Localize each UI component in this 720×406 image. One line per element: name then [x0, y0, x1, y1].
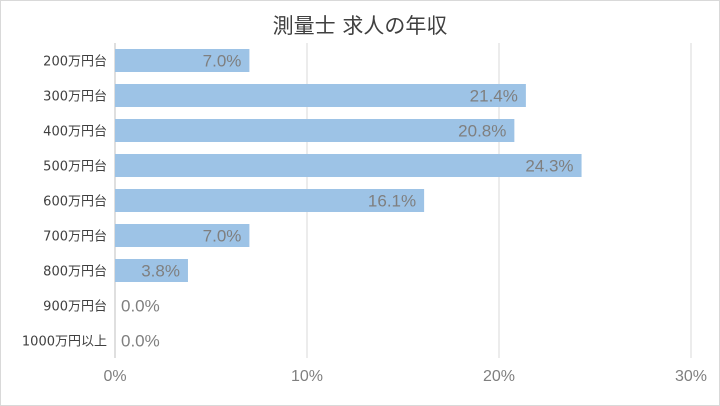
x-tick-label: 20%	[483, 368, 515, 385]
category-label: 700万円台	[43, 230, 107, 245]
data-label: 24.3%	[525, 157, 573, 176]
category-label: 400万円台	[43, 125, 107, 140]
data-labels: 7.0% 21.4% 20.8% 24.3% 16.1% 7.0% 3.8% 0.0% 0.0%	[121, 52, 574, 351]
bar	[115, 119, 515, 142]
category-label: 600万円台	[43, 195, 107, 210]
chart-title: 測量士 求人の年収	[272, 14, 448, 38]
category-label: 900万円台	[43, 300, 107, 315]
x-axis-ticks: 0% 10% 20% 30%	[103, 368, 707, 385]
category-label: 1000万円以上	[22, 335, 107, 350]
data-label: 0.0%	[121, 332, 160, 351]
data-label: 21.4%	[470, 87, 518, 106]
x-tick-label: 10%	[291, 368, 323, 385]
bar	[115, 189, 425, 212]
bar	[115, 154, 582, 177]
data-label: 20.8%	[458, 122, 506, 141]
data-label: 0.0%	[121, 297, 160, 316]
data-label: 16.1%	[368, 192, 416, 211]
bar	[115, 84, 526, 107]
x-tick-label: 30%	[675, 368, 707, 385]
x-tick-label: 0%	[103, 368, 126, 385]
category-label: 800万円台	[43, 265, 107, 280]
data-label: 7.0%	[203, 227, 242, 246]
data-label: 7.0%	[203, 52, 242, 71]
category-label: 500万円台	[43, 160, 107, 175]
category-labels: 200万円台 300万円台 400万円台 500万円台 600万円台 700万円台 800万…	[22, 55, 107, 350]
bar	[115, 224, 250, 247]
bar	[115, 49, 250, 72]
data-label: 3.8%	[141, 262, 180, 281]
category-label: 300万円台	[43, 90, 107, 105]
bar	[115, 259, 188, 282]
category-label: 200万円台	[43, 55, 107, 70]
bars	[115, 49, 582, 282]
